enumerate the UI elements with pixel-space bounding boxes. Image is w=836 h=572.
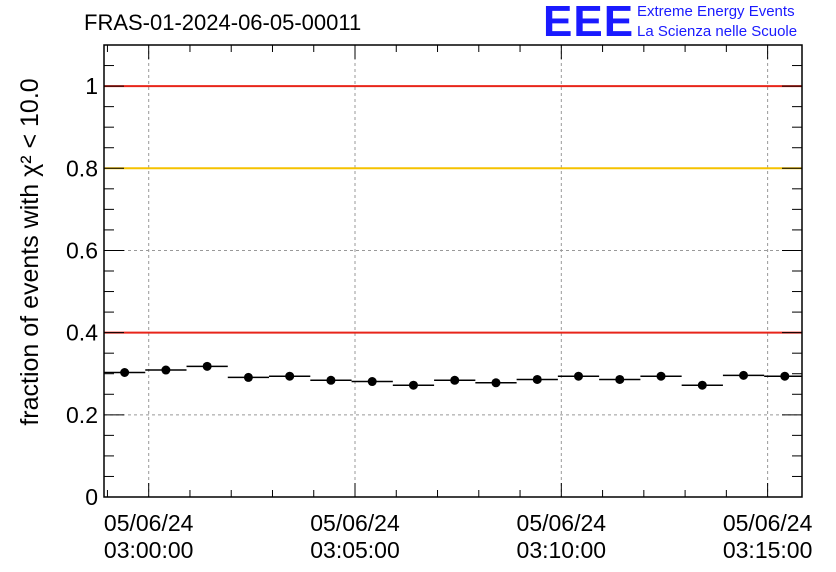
plot-frame <box>103 44 803 498</box>
data-point <box>656 371 666 381</box>
data-point <box>326 375 336 385</box>
data-point <box>697 380 707 390</box>
data-point <box>408 380 418 390</box>
y-tick-label: 0.8 <box>66 155 98 181</box>
y-tick-label: 0.4 <box>66 320 98 346</box>
data-point <box>120 367 130 377</box>
y-tick-label: 0 <box>85 484 98 510</box>
reference-lines <box>104 85 802 334</box>
x-tick-label-date: 05/06/24 <box>723 510 813 536</box>
data-point <box>367 377 377 387</box>
data-point <box>615 374 625 384</box>
x-tick-label-time: 03:00:00 <box>104 537 194 563</box>
x-tick-label-date: 05/06/24 <box>310 510 400 536</box>
x-tick-label-date: 05/06/24 <box>104 510 194 536</box>
y-tick-label: 0.2 <box>66 402 98 428</box>
y-tick-label: 0.6 <box>66 237 98 263</box>
data-point <box>285 371 295 381</box>
chart-title: FRAS-01-2024-06-05-00011 <box>84 10 362 35</box>
x-tick-label-time: 03:05:00 <box>310 537 400 563</box>
x-tick-label-date: 05/06/24 <box>517 510 607 536</box>
axes: 05/06/2403:00:0005/06/2403:05:0005/06/24… <box>66 44 813 563</box>
grid <box>104 45 802 497</box>
y-tick-label: 1 <box>85 73 98 99</box>
x-tick-label-time: 03:10:00 <box>517 537 607 563</box>
eee-logo: EEE <box>543 0 635 46</box>
data-point <box>161 365 171 375</box>
data-series <box>104 361 802 390</box>
data-point <box>780 371 790 381</box>
data-point <box>450 375 460 385</box>
data-point <box>532 374 542 384</box>
data-point <box>491 378 501 388</box>
data-point <box>202 361 212 371</box>
data-point <box>243 372 253 382</box>
data-point <box>739 370 749 380</box>
x-tick-label-time: 03:15:00 <box>723 537 813 563</box>
y-axis-label: fraction of events with χ² < 10.0 <box>16 78 44 425</box>
data-point <box>574 371 584 381</box>
logo-caption-line1: Extreme Energy Events <box>637 3 795 20</box>
logo-caption-line2: La Scienza nelle Scuole <box>637 23 798 40</box>
